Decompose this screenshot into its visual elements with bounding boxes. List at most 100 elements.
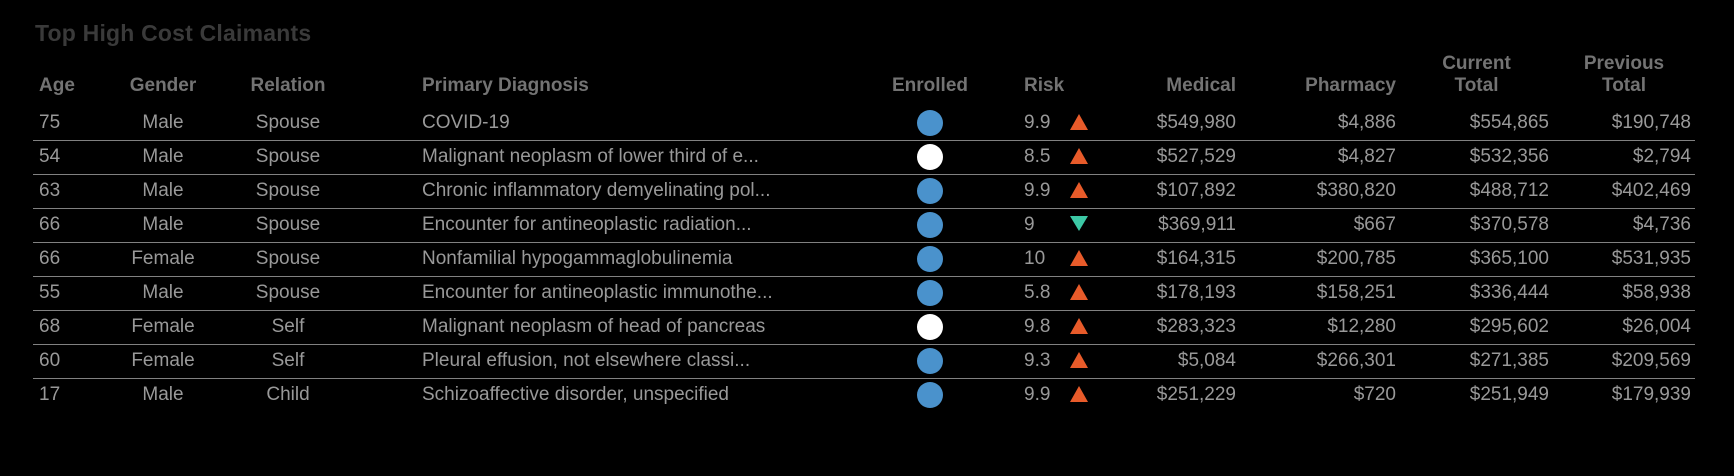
risk-up-icon: [1070, 317, 1088, 334]
enrolled-cell: [850, 207, 1010, 242]
pharmacy-cell: $12,280: [1240, 309, 1400, 344]
diagnosis-cell: Pleural effusion, not elsewhere classi..…: [368, 343, 850, 378]
previous-total-cell: $190,748: [1611, 111, 1691, 133]
risk-cell: 9.3: [1010, 343, 1120, 378]
current-total-cell: $554,865: [1469, 111, 1549, 133]
table-row[interactable]: 55 Male Spouse Encounter for antineoplas…: [33, 275, 1695, 310]
gender-cell: Female: [118, 343, 208, 378]
current-total-cell: $295,602: [1400, 309, 1553, 344]
table-row[interactable]: 66 Female Spouse Nonfamilial hypogammagl…: [33, 241, 1695, 276]
enrolled-cell: [850, 309, 1010, 344]
pharmacy-cell: $200,785: [1240, 241, 1400, 276]
risk-cell: 9.8: [1010, 309, 1120, 344]
enrolled-cell: [850, 343, 1010, 378]
header-current-total-label: Current Total: [1442, 53, 1511, 96]
risk-up-icon: [1070, 181, 1088, 198]
risk-value: 9: [1024, 213, 1035, 235]
enrolled-cell: [850, 139, 1010, 174]
pharmacy-cell: $158,251: [1240, 275, 1400, 310]
header-row: Age Gender Relation Primary Diagnosis En…: [33, 53, 1695, 106]
previous-total-cell: $26,004: [1553, 309, 1695, 344]
risk-up-icon: [1070, 386, 1088, 403]
pharmacy-cell: $266,301: [1240, 343, 1400, 378]
current-total-cell: $271,385: [1400, 343, 1553, 378]
age-cell: 17: [33, 377, 118, 412]
risk-down-icon: [1070, 216, 1088, 232]
current-total-cell: $365,100: [1400, 241, 1553, 276]
risk-up-icon: [1070, 249, 1088, 266]
enrolled-cell: [850, 377, 1010, 412]
medical-cell: $369,911: [1120, 207, 1240, 242]
risk-cell: 8.5: [1010, 139, 1120, 174]
pharmacy-cell: $380,820: [1240, 173, 1400, 208]
enrolled-indicator-blue: [917, 348, 943, 374]
risk-up-icon: [1070, 283, 1088, 300]
age-cell: 63: [33, 173, 118, 208]
medical-cell: $283,323: [1120, 309, 1240, 344]
enrolled-indicator-blue: [917, 246, 943, 272]
previous-total-cell: $209,569: [1553, 343, 1695, 378]
enrolled-indicator-white: [917, 314, 943, 340]
header-previous-total-label: Previous Total: [1583, 53, 1665, 96]
header-current-total[interactable]: Current Total: [1400, 53, 1553, 106]
previous-total-cell: $531,935: [1553, 241, 1695, 276]
previous-total-cell: $402,469: [1553, 173, 1695, 208]
table-row[interactable]: 66 Male Spouse Encounter for antineoplas…: [33, 207, 1695, 242]
previous-total-cell: $4,736: [1553, 207, 1695, 242]
pharmacy-cell: $667: [1240, 207, 1400, 242]
medical-cell: $527,529: [1120, 139, 1240, 174]
header-relation[interactable]: Relation: [250, 75, 326, 96]
risk-value: 9.3: [1024, 349, 1051, 371]
gender-cell: Male: [118, 275, 208, 310]
medical-cell: $164,315: [1120, 241, 1240, 276]
risk-cell: 5.8: [1010, 275, 1120, 310]
header-risk[interactable]: Risk: [1024, 75, 1065, 96]
medical-cell: $178,193: [1120, 275, 1240, 310]
enrolled-cell: [850, 173, 1010, 208]
enrolled-indicator-blue: [917, 178, 943, 204]
table-row[interactable]: 17 Male Child Schizoaffective disorder, …: [33, 377, 1695, 412]
header-previous-total[interactable]: Previous Total: [1553, 53, 1695, 106]
header-pharmacy[interactable]: Pharmacy: [1305, 75, 1396, 96]
pharmacy-cell: $4,827: [1240, 139, 1400, 174]
age-cell: 66: [33, 241, 118, 276]
table-row[interactable]: 63 Male Spouse Chronic inflammatory demy…: [33, 173, 1695, 208]
relation-cell: Spouse: [208, 139, 368, 174]
diagnosis-cell: Chronic inflammatory demyelinating pol..…: [368, 173, 850, 208]
enrolled-indicator-blue: [917, 212, 943, 238]
gender-cell: Male: [118, 173, 208, 208]
table-row[interactable]: 68 Female Self Malignant neoplasm of hea…: [33, 309, 1695, 344]
diagnosis-cell: Encounter for antineoplastic immunothe..…: [368, 275, 850, 310]
medical-cell: $107,892: [1120, 173, 1240, 208]
header-enrolled[interactable]: Enrolled: [891, 75, 968, 96]
risk-cell: 9.9: [1010, 106, 1120, 140]
age-cell: 68: [33, 309, 118, 344]
gender-cell: Female: [118, 241, 208, 276]
relation-cell: Self: [208, 343, 368, 378]
table-row[interactable]: 54 Male Spouse Malignant neoplasm of low…: [33, 139, 1695, 174]
risk-cell: 9.9: [1010, 173, 1120, 208]
claimants-table: Age Gender Relation Primary Diagnosis En…: [33, 53, 1695, 412]
risk-up-icon: [1070, 113, 1088, 130]
header-age[interactable]: Age: [39, 75, 75, 96]
panel-title: Top High Cost Claimants: [35, 20, 312, 46]
header-medical[interactable]: Medical: [1166, 75, 1236, 96]
header-primary-diagnosis[interactable]: Primary Diagnosis: [422, 75, 589, 96]
diagnosis-cell: Malignant neoplasm of lower third of e..…: [368, 139, 850, 174]
relation-cell: Spouse: [208, 275, 368, 310]
age-cell: 60: [33, 343, 118, 378]
table-row[interactable]: 60 Female Self Pleural effusion, not els…: [33, 343, 1695, 378]
risk-cell: 10: [1010, 241, 1120, 276]
table-row[interactable]: 75 Male Spouse COVID-19 9.9 $549,980 $4,…: [33, 106, 1695, 140]
table-body: 75 Male Spouse COVID-19 9.9 $549,980 $4,…: [33, 106, 1695, 412]
gender-cell: Male: [118, 207, 208, 242]
header-gender[interactable]: Gender: [129, 75, 197, 96]
enrolled-cell: [850, 241, 1010, 276]
diagnosis-cell: COVID-19: [422, 111, 510, 133]
risk-value: 10: [1024, 247, 1046, 269]
relation-cell: Spouse: [208, 207, 368, 242]
enrolled-cell: [850, 106, 1010, 140]
medical-cell: $549,980: [1156, 111, 1236, 133]
risk-value: 9.8: [1024, 315, 1051, 337]
risk-up-icon: [1070, 351, 1088, 368]
